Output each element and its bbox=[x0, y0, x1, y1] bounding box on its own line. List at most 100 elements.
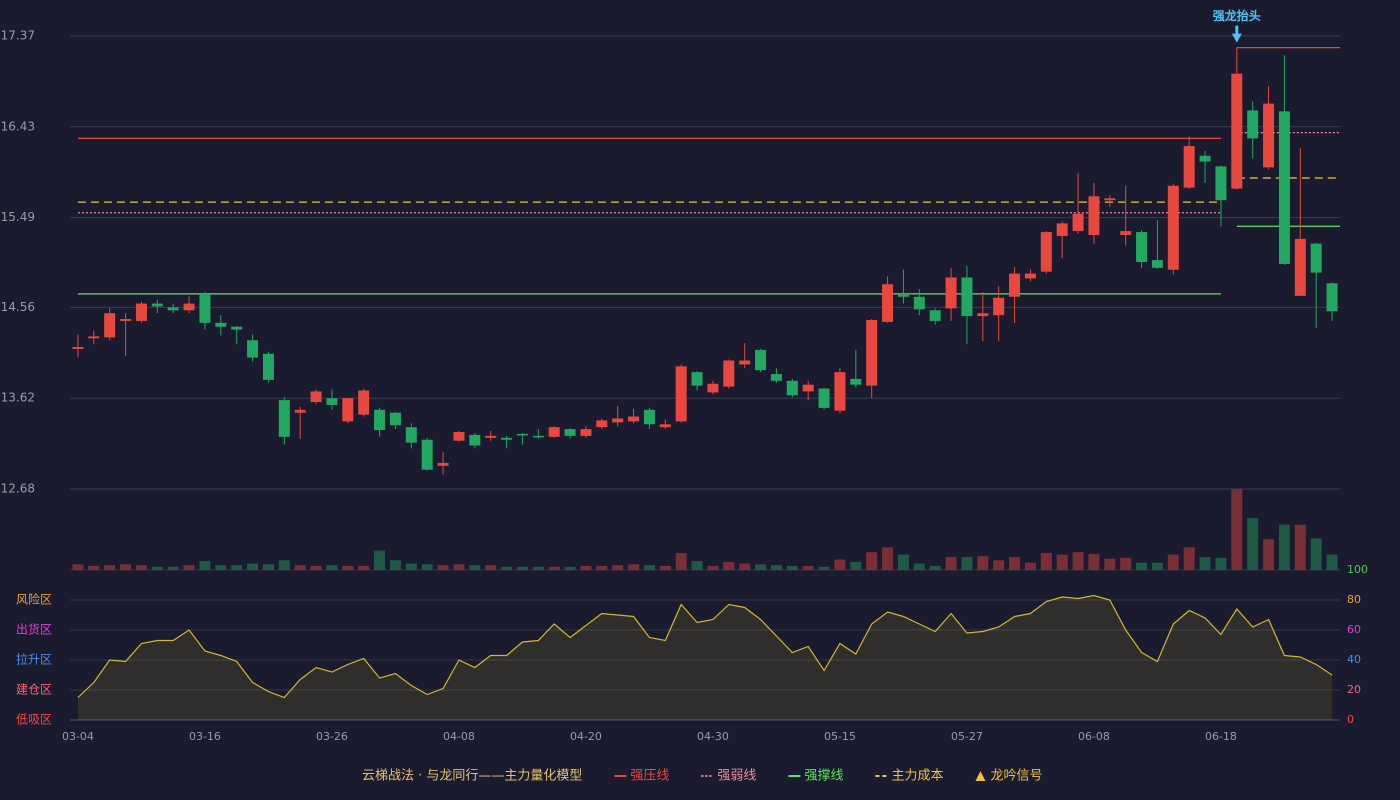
candle-body bbox=[1040, 232, 1052, 272]
candle-body bbox=[1310, 243, 1322, 273]
volume-bar bbox=[929, 565, 941, 570]
candle-body bbox=[1167, 185, 1179, 270]
candle-body bbox=[532, 435, 544, 438]
candle-body bbox=[913, 296, 925, 310]
volume-bar bbox=[1215, 557, 1227, 570]
candle-body bbox=[691, 372, 703, 386]
candle-body bbox=[1326, 283, 1338, 312]
zone-label: 建仓区 bbox=[16, 683, 52, 697]
zone-label: 低吸区 bbox=[16, 713, 52, 727]
osc-tick-label: 40 bbox=[1347, 653, 1361, 666]
volume-bar bbox=[993, 560, 1005, 570]
candle-body bbox=[707, 383, 719, 393]
candle-body bbox=[453, 432, 465, 441]
x-tick-label: 06-18 bbox=[1205, 730, 1237, 743]
candle-body bbox=[739, 360, 751, 365]
candle-body bbox=[596, 420, 608, 428]
volume-bar bbox=[548, 566, 560, 570]
candle-body bbox=[1056, 223, 1068, 236]
candle-body bbox=[580, 429, 592, 436]
candle-body bbox=[358, 390, 370, 415]
zone-label: 拉升区 bbox=[16, 652, 52, 667]
candle-body bbox=[1199, 155, 1211, 162]
volume-bar bbox=[961, 557, 973, 570]
x-tick-label: 06-08 bbox=[1078, 730, 1110, 743]
volume-bar bbox=[945, 557, 957, 570]
volume-bar bbox=[88, 565, 100, 570]
volume-bar bbox=[501, 566, 513, 570]
candle-body bbox=[342, 398, 354, 422]
x-tick-label: 05-27 bbox=[951, 730, 983, 743]
volume-bar bbox=[326, 565, 338, 570]
candle-body bbox=[437, 462, 449, 466]
volume-bar bbox=[278, 560, 290, 570]
volume-bar bbox=[1167, 554, 1179, 570]
signal-label: 强龙抬头 bbox=[1213, 8, 1261, 23]
volume-bar bbox=[1120, 557, 1132, 570]
volume-bar bbox=[405, 563, 417, 570]
volume-bar bbox=[532, 566, 544, 570]
volume-bar bbox=[1294, 524, 1306, 570]
candle-body bbox=[929, 310, 941, 321]
y-tick-label: 13.62 bbox=[1, 391, 35, 405]
volume-bar bbox=[691, 561, 703, 570]
candle-body bbox=[1120, 231, 1132, 235]
candle-body bbox=[1088, 196, 1100, 235]
candle-body bbox=[770, 374, 782, 381]
volume-bar bbox=[1183, 547, 1195, 570]
volume-bar bbox=[231, 565, 243, 570]
volume-bar bbox=[151, 566, 163, 570]
candle-body bbox=[374, 409, 386, 431]
candle-body bbox=[1024, 273, 1036, 279]
volume-bar bbox=[72, 564, 84, 570]
candle-body bbox=[151, 303, 163, 307]
legend-label: 强撑线 bbox=[804, 769, 843, 784]
candle-body bbox=[516, 433, 528, 436]
legend-label: 强压线 bbox=[630, 769, 669, 784]
volume-bar bbox=[135, 565, 147, 570]
y-tick-label: 17.37 bbox=[1, 29, 35, 43]
volume-bar bbox=[1263, 539, 1275, 570]
y-tick-label: 16.43 bbox=[1, 119, 35, 133]
candle-body bbox=[548, 427, 560, 437]
volume-bar bbox=[183, 565, 195, 570]
candle-body bbox=[1009, 273, 1021, 297]
volume-bar bbox=[1326, 554, 1338, 570]
volume-bar bbox=[469, 565, 481, 570]
volume-bar bbox=[1009, 557, 1021, 570]
volume-bar bbox=[643, 565, 655, 570]
candle-body bbox=[1215, 166, 1227, 201]
volume-bar bbox=[310, 565, 322, 570]
candle-body bbox=[215, 322, 227, 327]
legend-title: 云梯战法 · 与龙同行——主力量化模型 bbox=[362, 769, 582, 784]
legend-label: 龙吟信号 bbox=[990, 768, 1042, 784]
candle-body bbox=[961, 277, 973, 317]
volume-bar bbox=[1231, 489, 1243, 570]
volume-bar bbox=[612, 565, 624, 570]
y-tick-label: 14.56 bbox=[1, 300, 35, 314]
volume-bar bbox=[1151, 562, 1163, 570]
osc-area bbox=[77, 595, 1333, 720]
candle-body bbox=[183, 303, 195, 311]
x-tick-label: 03-16 bbox=[189, 730, 221, 743]
candle-body bbox=[1151, 260, 1163, 268]
volume-bar bbox=[596, 565, 608, 570]
volume-bar bbox=[453, 564, 465, 570]
volume-bar bbox=[342, 565, 354, 570]
osc-tick-label: 80 bbox=[1347, 593, 1361, 606]
volume-bar bbox=[1199, 557, 1211, 570]
volume-bar bbox=[897, 554, 909, 570]
legend-swatch bbox=[975, 771, 986, 781]
candle-body bbox=[294, 409, 306, 413]
signal-arrow bbox=[1231, 25, 1242, 43]
volume-bar bbox=[199, 561, 211, 570]
x-tick-label: 04-20 bbox=[570, 730, 602, 743]
volume-bar bbox=[564, 566, 576, 570]
volume-bar bbox=[167, 566, 179, 570]
candle-body bbox=[104, 313, 116, 338]
candle-body bbox=[675, 366, 687, 422]
volume-bar bbox=[120, 564, 132, 570]
volume-bar bbox=[294, 565, 306, 570]
